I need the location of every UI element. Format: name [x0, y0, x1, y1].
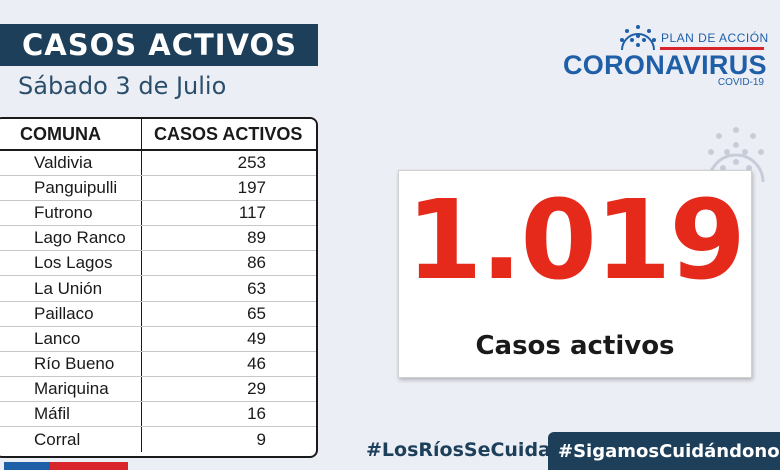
table-row: La Unión 63	[0, 276, 316, 302]
table-row: Valdivia 253	[0, 151, 316, 177]
table-row: Paillaco 65	[0, 301, 316, 327]
table-row: Futrono 117	[0, 201, 316, 227]
virus-decoration-icon	[707, 127, 765, 183]
table-row: Lanco 49	[0, 326, 316, 352]
hashtag-sigamos: #SigamosCuidándonos	[548, 432, 780, 470]
table-header: COMUNA CASOS ACTIVOS	[0, 119, 316, 151]
logo-underline	[660, 47, 764, 50]
table-row: Máfil 16	[0, 401, 316, 428]
comuna-cell: Máfil	[0, 401, 142, 427]
casos-cell: 9	[256, 429, 266, 449]
comuna-cell: Paillaco	[0, 301, 142, 326]
flag-red	[50, 462, 128, 470]
casos-cell: 197	[237, 178, 266, 198]
table-row: Los Lagos 86	[0, 251, 316, 277]
coronavirus-label: CORONAVIRUS	[563, 50, 767, 80]
covid-label: COVID-19	[717, 77, 764, 88]
table-row: Lago Ranco 89	[0, 226, 316, 252]
header-comuna: COMUNA	[0, 119, 142, 149]
total-label: Casos activos	[475, 331, 675, 361]
comuna-cell: Panguipulli	[0, 176, 142, 201]
comuna-cell: Los Lagos	[0, 251, 142, 276]
casos-cell: 86	[247, 253, 266, 273]
table-row: Río Bueno 46	[0, 351, 316, 377]
flag-stripe	[4, 462, 128, 470]
casos-cell: 117	[238, 203, 266, 223]
comuna-cell: La Unión	[0, 276, 142, 301]
table-row: Corral 9	[0, 427, 316, 453]
total-card: 1.019 Casos activos	[398, 170, 752, 378]
casos-cell: 46	[247, 353, 266, 373]
virus-icon	[620, 25, 656, 50]
flag-blue	[4, 462, 50, 470]
casos-cell: 29	[247, 378, 266, 398]
casos-cell: 253	[237, 153, 266, 173]
hashtag-los-rios: #LosRíosSeCuida	[366, 439, 551, 461]
plan-label: PLAN DE ACCIÓN	[661, 31, 769, 45]
total-value: 1.019	[406, 176, 746, 304]
coronavirus-logo: PLAN DE ACCIÓN CORONAVIRUS COVID-19	[560, 24, 770, 90]
table-body: Valdivia 253 Panguipulli 197 Futrono 117 La…	[0, 151, 316, 453]
comuna-cell: Futrono	[0, 201, 142, 226]
date-subtitle: Sábado 3 de Julio	[18, 72, 227, 100]
header-casos: CASOS ACTIVOS	[154, 123, 303, 144]
table-row: Mariquina 29	[0, 376, 316, 402]
comuna-cell: Valdivia	[0, 151, 142, 176]
comuna-cell: Mariquina	[0, 376, 142, 401]
comuna-cell: Río Bueno	[0, 351, 142, 376]
comuna-cell: Lanco	[0, 326, 142, 351]
casos-cell: 89	[247, 228, 266, 248]
comuna-cell: Corral	[0, 427, 142, 453]
cases-table: COMUNA CASOS ACTIVOS Valdivia 253 Panguip…	[0, 117, 318, 458]
comuna-cell: Lago Ranco	[0, 226, 142, 251]
casos-cell: 63	[247, 278, 266, 298]
casos-cell: 16	[247, 403, 266, 423]
casos-cell: 65	[247, 303, 266, 323]
casos-cell: 49	[247, 328, 266, 348]
page-title: CASOS ACTIVOS	[0, 24, 318, 66]
table-row: Panguipulli 197	[0, 176, 316, 202]
